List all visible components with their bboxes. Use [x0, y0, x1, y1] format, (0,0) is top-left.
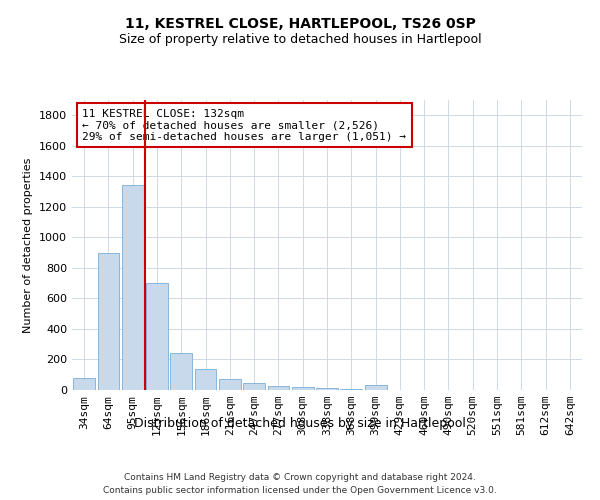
Text: Contains public sector information licensed under the Open Government Licence v3: Contains public sector information licen… [103, 486, 497, 495]
Text: Distribution of detached houses by size in Hartlepool: Distribution of detached houses by size … [134, 418, 466, 430]
Bar [73, 378, 95, 390]
Text: Contains HM Land Registry data © Crown copyright and database right 2024.: Contains HM Land Registry data © Crown c… [124, 472, 476, 482]
Bar [243, 383, 265, 390]
Bar [194, 368, 217, 390]
Bar [170, 352, 192, 390]
Y-axis label: Number of detached properties: Number of detached properties [23, 158, 34, 332]
Text: Size of property relative to detached houses in Hartlepool: Size of property relative to detached ho… [119, 32, 481, 46]
Bar [97, 252, 119, 390]
Text: 11 KESTREL CLOSE: 132sqm
← 70% of detached houses are smaller (2,526)
29% of sem: 11 KESTREL CLOSE: 132sqm ← 70% of detach… [82, 108, 406, 142]
Bar [340, 389, 362, 390]
Text: 11, KESTREL CLOSE, HARTLEPOOL, TS26 0SP: 11, KESTREL CLOSE, HARTLEPOOL, TS26 0SP [125, 18, 475, 32]
Bar [146, 283, 168, 390]
Bar [268, 386, 289, 390]
Bar [316, 388, 338, 390]
Bar [219, 378, 241, 390]
Bar [292, 387, 314, 390]
Bar [122, 186, 143, 390]
Bar [365, 386, 386, 390]
